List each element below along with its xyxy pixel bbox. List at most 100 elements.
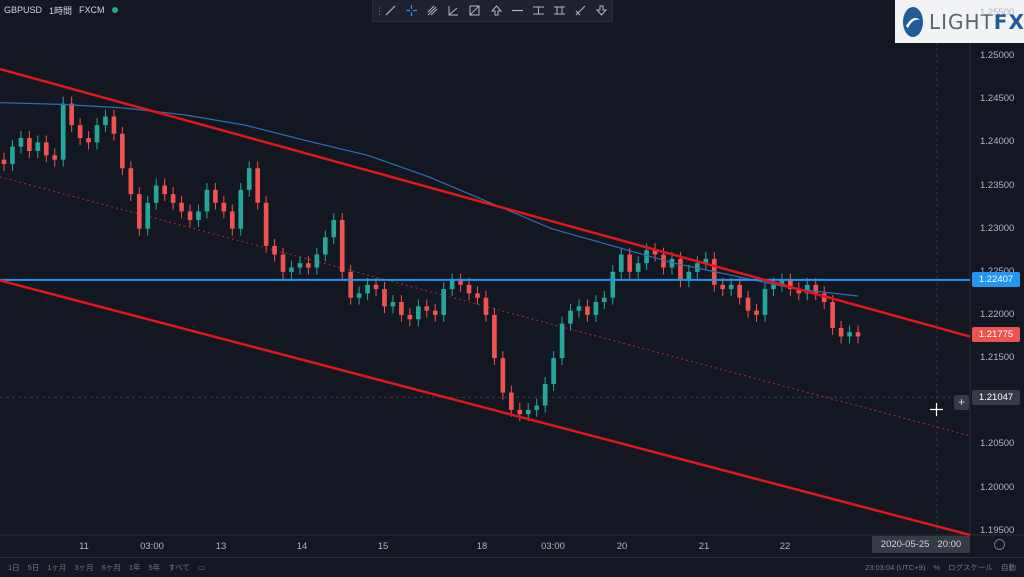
log-scale-toggle[interactable]: ログスケール [948, 563, 993, 572]
pattern-icon[interactable] [464, 1, 485, 21]
candle-body [568, 310, 573, 324]
crosshair-time: 20:00 [937, 539, 962, 550]
candle-body [466, 284, 472, 294]
candle-body [855, 332, 861, 337]
time-tick-label: 03:00 [140, 541, 164, 552]
time-tick-label: 22 [779, 541, 791, 552]
candle-body [492, 314, 497, 359]
candle-body [399, 302, 404, 315]
auto-scale-toggle[interactable]: 自動 [1001, 563, 1016, 572]
candle-body [229, 211, 235, 229]
candle-body [255, 168, 260, 203]
market-status-icon [111, 7, 118, 13]
candle-body [534, 405, 540, 410]
candle-body [483, 297, 489, 315]
candle-body [35, 142, 41, 152]
arrow-down-icon[interactable] [591, 1, 612, 21]
candle-body [339, 220, 345, 272]
candle-body [204, 189, 210, 212]
candle-body [77, 125, 83, 139]
candle-body [551, 358, 556, 384]
range-1y[interactable]: 1年 [128, 563, 141, 572]
price-tick-label: 1.22500 [980, 265, 1015, 277]
candle-body [94, 125, 100, 143]
layout-icon[interactable] [549, 1, 570, 21]
candle-body [348, 271, 353, 298]
symbol-name: GBPUSD [4, 5, 43, 15]
candle-body [179, 202, 184, 212]
price-tick-label: 1.23000 [980, 222, 1015, 234]
bottom-toolbar: 1日 5日 1ヶ月 3ヶ月 6ヶ月 1年 5年 すべて ▭ 23:03:04 (… [0, 557, 1024, 577]
price-tick-label: 1.20500 [980, 438, 1015, 450]
candle-body [652, 250, 658, 255]
crosshair-date: 2020-05-25 [880, 539, 930, 550]
drag-handle-icon[interactable]: ⋮ [375, 5, 384, 16]
candle-body [703, 258, 709, 264]
price-tick-label: 1.19500 [980, 524, 1015, 536]
candle-body [821, 293, 827, 303]
candle-body [627, 254, 633, 272]
candle-body [145, 202, 151, 229]
brush-icon[interactable] [570, 1, 591, 21]
candle-body [559, 323, 565, 359]
clock-label: 23:03:04 (UTC+9) [865, 563, 926, 572]
candle-body [390, 302, 396, 307]
candle-body [728, 284, 734, 290]
candle-body [661, 254, 666, 268]
range-all[interactable]: すべて [168, 563, 190, 572]
candle-body [779, 280, 785, 285]
candle-body [322, 237, 328, 255]
candle-body [86, 138, 91, 143]
range-6m[interactable]: 6ヶ月 [101, 563, 121, 572]
pitchfork-icon[interactable] [422, 1, 443, 21]
candle-body [838, 327, 844, 337]
candle-body [10, 146, 15, 164]
candle-body [593, 302, 599, 315]
trend-line-icon[interactable] [380, 1, 401, 21]
candle-body [331, 220, 337, 238]
candle-body [213, 189, 218, 203]
candle-body [221, 202, 227, 212]
time-tick-label: 03:00 [541, 541, 565, 552]
range-1m[interactable]: 1ヶ月 [47, 563, 67, 572]
candle-body [762, 289, 768, 315]
candle-body [475, 293, 480, 298]
candle-body [754, 310, 759, 315]
arrow-up-icon[interactable] [485, 1, 506, 21]
horizontal-line-icon[interactable] [507, 1, 528, 21]
range-5d[interactable]: 5日 [27, 563, 40, 572]
range-5y[interactable]: 5年 [148, 563, 161, 572]
candle-body [246, 168, 252, 190]
percent-toggle[interactable]: % [933, 563, 940, 572]
range-1d[interactable]: 1日 [8, 563, 20, 572]
price-marker-label: 1.21047 [972, 389, 1020, 405]
candle-body [170, 194, 176, 203]
price-tick-label: 1.25500 [980, 6, 1015, 18]
candle-body [27, 138, 32, 152]
drawing-toolbar: ⋮ [372, 0, 613, 22]
candle-body [356, 293, 362, 298]
fib-icon[interactable] [443, 1, 464, 21]
candle-body [407, 314, 413, 320]
candle-body [509, 392, 514, 410]
axis-settings-icon[interactable] [994, 539, 1005, 550]
candle-body [610, 271, 616, 298]
candle-body [813, 284, 819, 294]
time-tick-label: 20 [616, 541, 628, 552]
candle-body [602, 297, 607, 303]
candle-body [415, 306, 421, 320]
channel-upper-line [0, 67, 971, 338]
time-tick-label: 15 [377, 541, 389, 552]
symbol-info[interactable]: GBPUSD 1時間 FXCM [4, 3, 118, 17]
candle-body [52, 155, 58, 160]
crosshair-cursor-icon [930, 403, 943, 416]
time-tick-label: 11 [79, 541, 89, 552]
time-tick-label: 13 [215, 541, 227, 552]
crosshair-tool-icon[interactable] [401, 1, 422, 21]
calendar-icon[interactable]: ▭ [197, 563, 205, 572]
add-alert-button[interactable]: + [954, 395, 969, 410]
range-3m[interactable]: 3ヶ月 [74, 563, 94, 572]
candle-body [804, 284, 810, 294]
measure-icon[interactable] [528, 1, 549, 21]
